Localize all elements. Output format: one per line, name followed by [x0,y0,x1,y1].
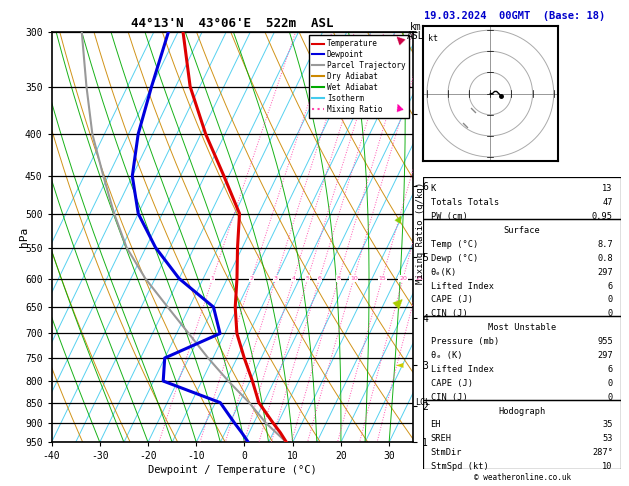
Text: θₑ (K): θₑ (K) [431,351,462,360]
Text: Temp (°C): Temp (°C) [431,240,478,249]
Text: hPa: hPa [19,227,30,247]
Bar [423,219,621,316]
Text: Surface: Surface [503,226,540,235]
Text: km: km [410,22,421,33]
Text: 25: 25 [416,276,423,281]
Text: 15: 15 [379,276,386,281]
Text: 53: 53 [603,434,613,443]
Text: ▲: ▲ [394,101,404,113]
Text: Lifted Index: Lifted Index [431,281,494,291]
X-axis label: Dewpoint / Temperature (°C): Dewpoint / Temperature (°C) [148,466,317,475]
Bar [423,177,621,219]
Text: 35: 35 [603,420,613,430]
Text: 2: 2 [250,276,253,281]
Text: 6: 6 [318,276,321,281]
Text: 47: 47 [603,198,613,207]
Text: 297: 297 [597,268,613,277]
Text: 6: 6 [608,281,613,291]
Text: Lifted Index: Lifted Index [431,365,494,374]
Text: Dewp (°C): Dewp (°C) [431,254,478,263]
Bar [423,399,621,469]
Text: 0: 0 [608,295,613,304]
Bar [423,316,621,399]
Text: Mixing Ratio (g/kg): Mixing Ratio (g/kg) [416,182,425,284]
Text: ▲: ▲ [394,212,405,225]
Text: Pressure (mb): Pressure (mb) [431,337,499,346]
Text: 0: 0 [608,309,613,318]
Text: CAPE (J): CAPE (J) [431,379,472,388]
Text: CAPE (J): CAPE (J) [431,295,472,304]
Legend: Temperature, Dewpoint, Parcel Trajectory, Dry Adiabat, Wet Adiabat, Isotherm, Mi: Temperature, Dewpoint, Parcel Trajectory… [309,35,409,118]
Text: 13: 13 [603,184,613,193]
Text: 0.8: 0.8 [597,254,613,263]
Text: ASL: ASL [407,31,425,41]
Text: 19.03.2024  00GMT  (Base: 18): 19.03.2024 00GMT (Base: 18) [424,11,605,21]
Text: kt: kt [428,34,438,43]
Text: θₑ(K): θₑ(K) [431,268,457,277]
Text: 5: 5 [306,276,309,281]
Title: 44°13'N  43°06'E  522m  ASL: 44°13'N 43°06'E 522m ASL [131,17,333,31]
Text: StmSpd (kt): StmSpd (kt) [431,462,488,471]
Text: EH: EH [431,420,441,430]
Text: K: K [431,184,436,193]
Text: StmDir: StmDir [431,448,462,457]
Text: 8.7: 8.7 [597,240,613,249]
Text: 10: 10 [603,462,613,471]
Text: 20: 20 [399,276,407,281]
Text: Totals Totals: Totals Totals [431,198,499,207]
Text: 297: 297 [597,351,613,360]
Text: Most Unstable: Most Unstable [487,323,556,332]
Text: 10: 10 [350,276,358,281]
Text: ▲: ▲ [391,294,408,309]
Text: 955: 955 [597,337,613,346]
Text: PW (cm): PW (cm) [431,212,467,221]
Text: LCL: LCL [415,398,430,407]
Text: 8: 8 [337,276,340,281]
Text: CIN (J): CIN (J) [431,393,467,401]
Text: Hodograph: Hodograph [498,406,545,416]
Text: © weatheronline.co.uk: © weatheronline.co.uk [474,473,571,482]
Text: 0: 0 [608,379,613,388]
Text: SREH: SREH [431,434,452,443]
Text: 0: 0 [608,393,613,401]
Text: CIN (J): CIN (J) [431,309,467,318]
Text: 3: 3 [274,276,278,281]
Text: 1: 1 [211,276,214,281]
Text: 287°: 287° [592,448,613,457]
Text: 4: 4 [292,276,296,281]
Text: ▲: ▲ [393,33,406,45]
Text: 0.95: 0.95 [592,212,613,221]
Text: ◄: ◄ [396,360,403,369]
Text: 6: 6 [608,365,613,374]
